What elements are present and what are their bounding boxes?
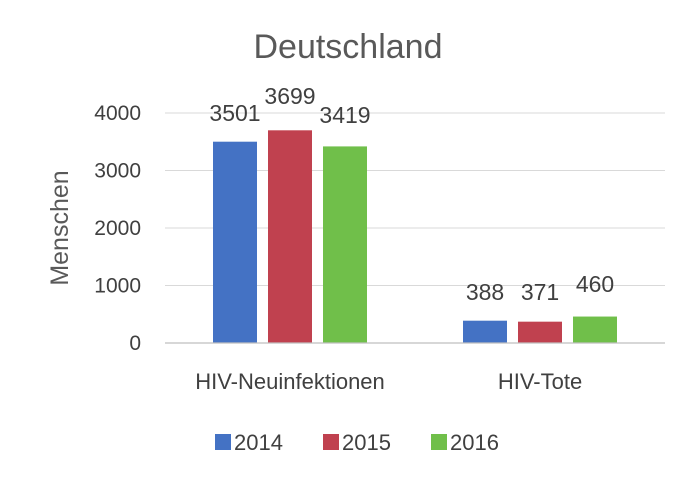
bar [573, 316, 617, 343]
data-label: 3501 [209, 100, 260, 126]
category-labels: HIV-Neuinfektionen HIV-Tote [195, 369, 582, 394]
bar [463, 320, 507, 343]
y-tick-label: 2000 [94, 217, 141, 240]
chart-title: Deutschland [253, 28, 442, 66]
bar [323, 146, 367, 343]
y-tick-label: 4000 [94, 102, 141, 125]
y-tick-label: 1000 [94, 275, 141, 298]
category-label: HIV-Tote [498, 369, 582, 394]
data-label: 388 [466, 279, 504, 305]
category-label: HIV-Neuinfektionen [195, 369, 385, 394]
data-label: 460 [576, 271, 614, 297]
legend-label: 2015 [342, 430, 391, 455]
data-label: 3699 [264, 83, 315, 109]
bar [268, 130, 312, 343]
y-axis-label: Menschen [46, 170, 74, 285]
bar [213, 141, 257, 343]
legend: 2014 2015 2016 [215, 430, 499, 455]
bars [213, 130, 617, 343]
data-label: 371 [521, 279, 559, 305]
legend-swatch [323, 434, 339, 450]
legend-swatch [215, 434, 231, 450]
y-tick-label: 3000 [94, 160, 141, 183]
legend-label: 2016 [450, 430, 499, 455]
legend-swatch [431, 434, 447, 450]
y-axis-ticks: 0 1000 2000 3000 4000 [94, 102, 141, 355]
legend-label: 2014 [234, 430, 283, 455]
bar [518, 321, 562, 343]
y-tick-label: 0 [129, 332, 141, 355]
data-label: 3419 [319, 102, 370, 128]
